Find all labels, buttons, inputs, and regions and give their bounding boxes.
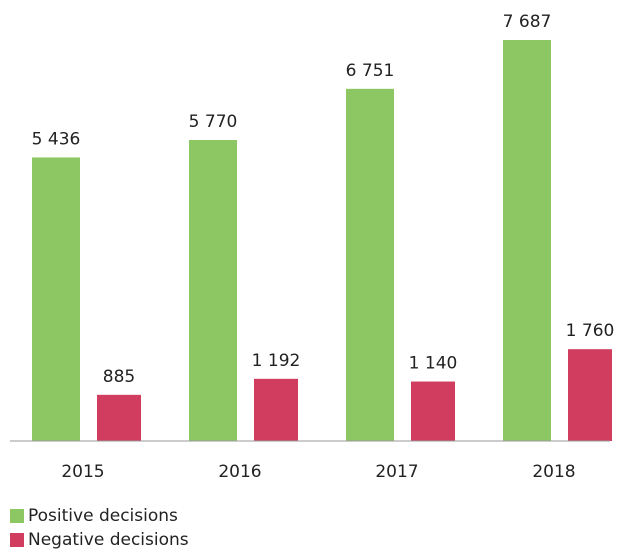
bar <box>254 378 298 441</box>
bar <box>346 88 394 442</box>
x-tick-label: 2017 <box>375 462 418 482</box>
x-tick-label: 2016 <box>218 462 261 482</box>
legend-swatch <box>10 509 24 523</box>
legend-label: Positive decisions <box>28 506 178 526</box>
bar <box>189 140 237 442</box>
value-label: 1 140 <box>409 354 458 374</box>
bar <box>568 349 612 441</box>
legend-label: Negative decisions <box>28 530 189 550</box>
value-label: 1 192 <box>252 351 301 371</box>
value-label: 7 687 <box>503 12 552 32</box>
value-label: 6 751 <box>346 61 395 81</box>
bar <box>97 394 141 441</box>
x-tick-label: 2018 <box>532 462 575 482</box>
bar <box>503 40 551 441</box>
value-label: 1 760 <box>566 321 615 341</box>
legend-swatch <box>10 533 24 547</box>
value-label: 885 <box>103 367 135 387</box>
value-label: 5 770 <box>189 112 238 132</box>
x-tick-label: 2015 <box>61 462 104 482</box>
bar <box>411 381 455 441</box>
value-label: 5 436 <box>32 129 81 149</box>
bar <box>32 157 80 441</box>
